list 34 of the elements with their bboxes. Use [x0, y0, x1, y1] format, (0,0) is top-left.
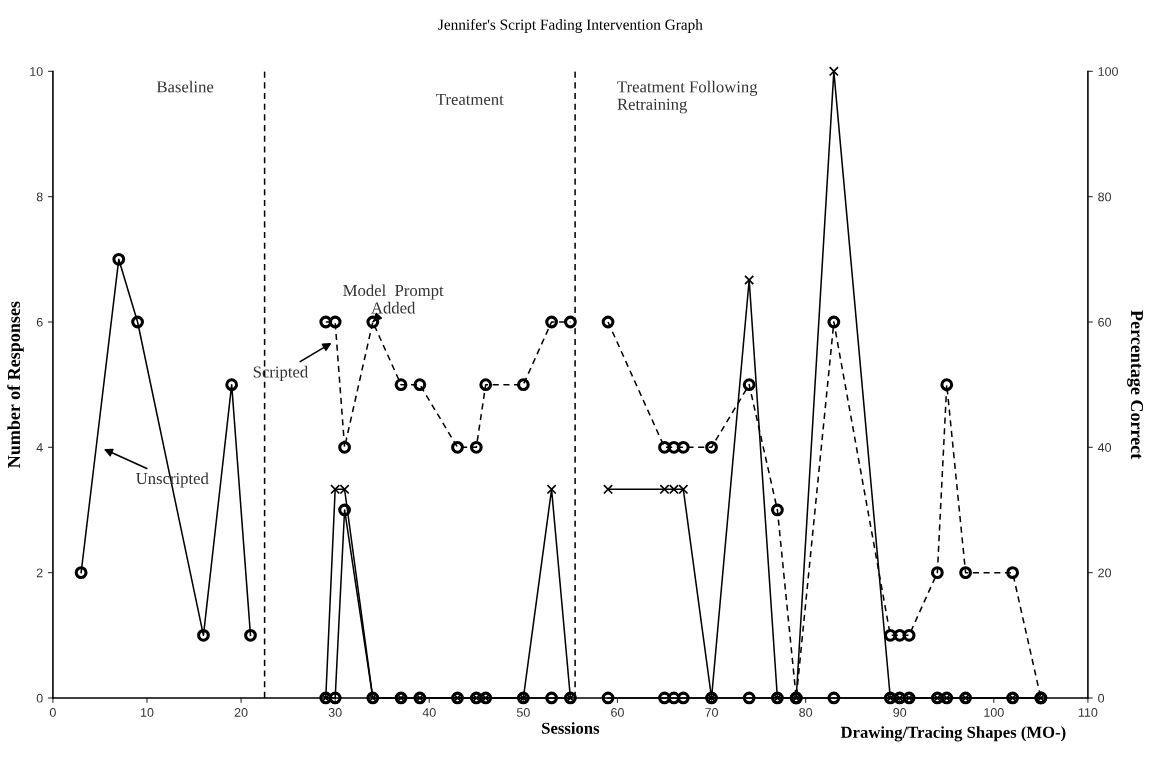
text: Drawing/Tracing Shapes (MO-) [840, 726, 1066, 742]
y-tick-label: 2 [36, 568, 43, 578]
x-tick-label: 80 [799, 708, 813, 717]
x-tick-label: 50 [516, 708, 530, 717]
x-tick-label: 10 [140, 708, 154, 717]
y2-tick-label: 80 [1098, 192, 1112, 202]
y-tick-label: 4 [36, 443, 43, 452]
y2-tick-label: 60 [1098, 317, 1112, 327]
x-tick-label: 110 [1078, 708, 1098, 717]
y2-tick-label: 0 [1098, 693, 1105, 703]
chart-title: Jennifer's Script Fading Intervention Graph [438, 18, 703, 33]
y-tick-label: 10 [30, 67, 43, 76]
annotation: Model Prompt Added [343, 284, 444, 314]
x-tick-label: 40 [422, 708, 436, 717]
annotation: Treatment Following Retraining [617, 80, 758, 114]
x-axis-title: Sessions [542, 722, 600, 734]
y-tick-label: 6 [36, 317, 43, 327]
x-tick-label: 90 [893, 708, 907, 717]
annotation: Baseline [156, 80, 214, 93]
x-tick-label: 70 [705, 708, 718, 717]
annotation: Treatment [436, 93, 504, 105]
x-tick-label: 60 [611, 708, 624, 717]
x-tick-label: 30 [328, 708, 342, 717]
x-tick-label: 20 [234, 708, 248, 717]
y-axis-title: Number of Responses [7, 301, 24, 468]
y2-tick-label: 20 [1098, 568, 1112, 578]
y2-tick-label: 40 [1097, 443, 1112, 452]
y2-axis-title: Percentage Correct [1127, 310, 1144, 460]
x-tick-label: 100 [984, 708, 1004, 717]
annotation: Scripted [253, 365, 308, 381]
y2-tick-label: 100 [1098, 67, 1118, 76]
y-tick-label: 0 [36, 693, 43, 703]
x-tick-label: 0 [49, 708, 56, 717]
y-tick-label: 8 [36, 192, 43, 202]
